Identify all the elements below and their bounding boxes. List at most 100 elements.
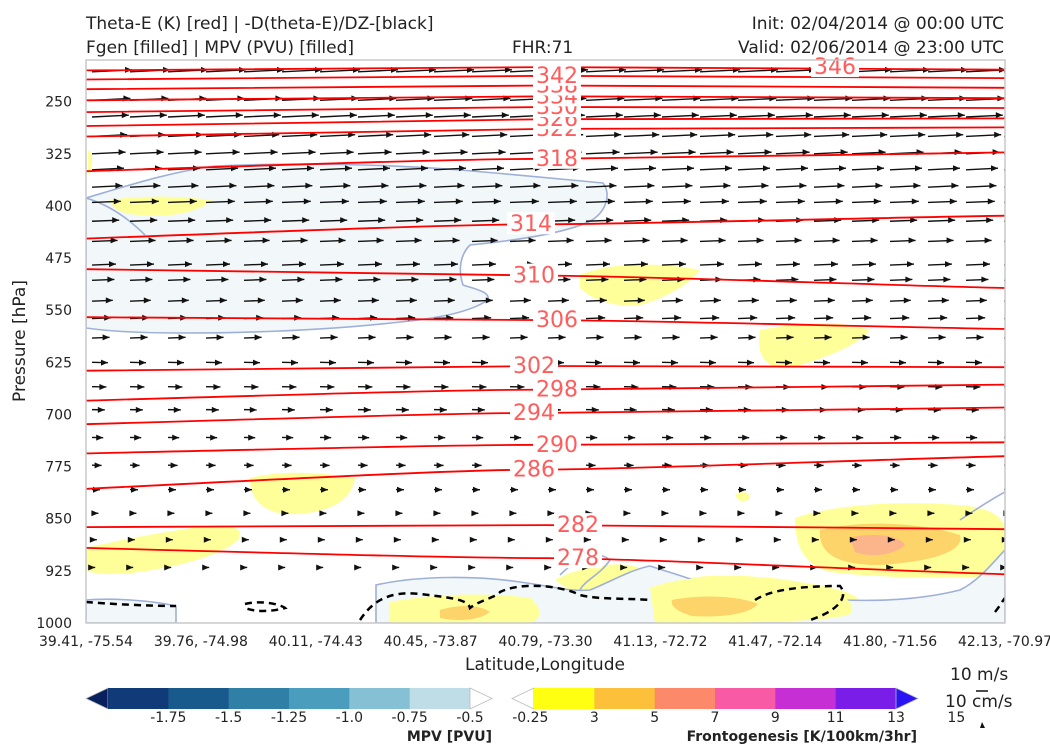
wind-vector-head <box>414 237 422 244</box>
theta-e-contour-label: 302 <box>513 354 555 379</box>
wind-vector-head <box>109 261 116 268</box>
wind-vector-head <box>375 261 382 268</box>
wind-vector-head <box>279 536 287 543</box>
wind-vector-head <box>1031 149 1038 155</box>
wind-vector-head <box>89 536 97 543</box>
wind-vector-head <box>615 112 623 119</box>
wind-vector-head <box>829 276 837 283</box>
wind-vector-head <box>261 261 268 268</box>
colorbar-tick-label: -1.25 <box>271 710 307 726</box>
wind-vector-head <box>881 112 889 119</box>
wind-vector-head <box>634 334 642 341</box>
wind-vector-head <box>235 112 243 119</box>
wind-vector-head <box>915 165 922 172</box>
colorbar-tick-label: 7 <box>711 710 720 726</box>
y-tick-label: 625 <box>45 355 72 371</box>
wind-vector-head <box>509 510 517 517</box>
wind-vector-head <box>799 182 807 189</box>
wind-vector-head <box>903 297 911 304</box>
wind-vector-head <box>712 314 720 321</box>
wind-vector-head <box>139 359 146 366</box>
wind-vector <box>1003 71 1005 73</box>
wind-vector-head <box>877 165 884 172</box>
wind-vector <box>1003 240 1005 243</box>
wind-vector-head <box>96 434 104 441</box>
wind-vector-head <box>571 182 579 189</box>
wind-vector-head <box>789 297 797 304</box>
colorbar-segment <box>775 688 837 709</box>
wind-vector-head <box>725 165 732 172</box>
wind-vector-head <box>148 237 156 244</box>
wind-vector-head <box>229 182 237 189</box>
wind-vector-head <box>335 276 343 283</box>
wind-vector-head <box>659 536 667 543</box>
wind-vector-head <box>620 564 628 571</box>
wind-vector-head <box>357 510 365 517</box>
wind-vector-head <box>406 334 414 341</box>
wind-vector-head <box>728 131 736 138</box>
wind-vector-head <box>786 334 794 341</box>
wind-vector-head <box>823 359 830 366</box>
wind-vector-head <box>430 564 438 571</box>
valid-time: Valid: 02/06/2014 @ 23:00 UTC <box>738 38 1004 58</box>
wind-vector-head <box>241 536 249 543</box>
wind-vector-head <box>413 261 420 268</box>
wind-vector-head <box>929 486 936 493</box>
wind-reference-vertical: 10 cm/s <box>945 692 1013 712</box>
wind-vector-head <box>853 486 860 493</box>
wind-vector-head <box>371 297 379 304</box>
wind-vector-head <box>379 198 387 205</box>
x-tick-label: 42.13, -70.97 <box>958 634 1050 650</box>
wind-vector-head <box>319 510 327 517</box>
wind-vector-head <box>232 149 240 156</box>
wind-vector-head <box>203 536 211 543</box>
wind-vector-head <box>805 112 813 119</box>
wind-vector-head <box>1000 564 1005 571</box>
fgen-patch <box>250 472 355 515</box>
wind-vector-head <box>674 314 682 321</box>
wind-vector <box>1003 300 1005 302</box>
theta-e-contour-label: 298 <box>536 378 578 403</box>
wind-vector-head <box>94 462 102 469</box>
wind-vector-head <box>565 261 572 268</box>
wind-vector-head <box>932 434 940 441</box>
wind-vector-head <box>159 112 167 119</box>
wind-vector-head <box>243 510 251 517</box>
wind-vector-head <box>869 261 876 268</box>
wind-vector-head <box>759 198 767 205</box>
wind-vector-head <box>492 217 500 224</box>
wind-vector-head <box>505 66 512 73</box>
wind-vector-head <box>1008 435 1015 441</box>
theta-e-contour-label: 278 <box>557 546 599 571</box>
colorbar-segment <box>108 688 169 709</box>
wind-vector <box>1003 220 1005 222</box>
wind-vector-head <box>468 564 476 571</box>
wind-vector-head <box>400 434 408 441</box>
wind-vector-head <box>341 198 349 205</box>
wind-vector-head <box>587 486 594 493</box>
wind-vector-head <box>422 149 430 156</box>
wind-vector-head <box>115 182 123 189</box>
wind-vector-head <box>165 536 173 543</box>
wind-vector-head <box>691 112 699 119</box>
wind-vector-head <box>957 112 965 119</box>
wind-vector-head <box>948 217 956 224</box>
wind-vector-head <box>621 536 629 543</box>
wind-vector-head <box>178 334 186 341</box>
wind-vector-head <box>311 112 319 119</box>
wind-vector-head <box>254 334 262 341</box>
wind-vector-head <box>742 434 750 441</box>
wind-vector-head <box>511 486 518 493</box>
colorbar-tick-label: 3 <box>590 710 599 726</box>
wind-vector-head <box>189 198 197 205</box>
wind-vector-head <box>867 276 875 283</box>
wind-vector-head <box>1013 360 1020 366</box>
wind-vector-head <box>653 112 661 119</box>
mpv-colorbar-title: MPV [PVU] <box>407 729 492 745</box>
wind-vector-head <box>557 359 564 366</box>
wind-vector-head <box>756 237 764 244</box>
wind-vector-head <box>831 261 838 268</box>
wind-vector-head <box>291 359 298 366</box>
theta-e-contour-label: 310 <box>513 264 555 289</box>
